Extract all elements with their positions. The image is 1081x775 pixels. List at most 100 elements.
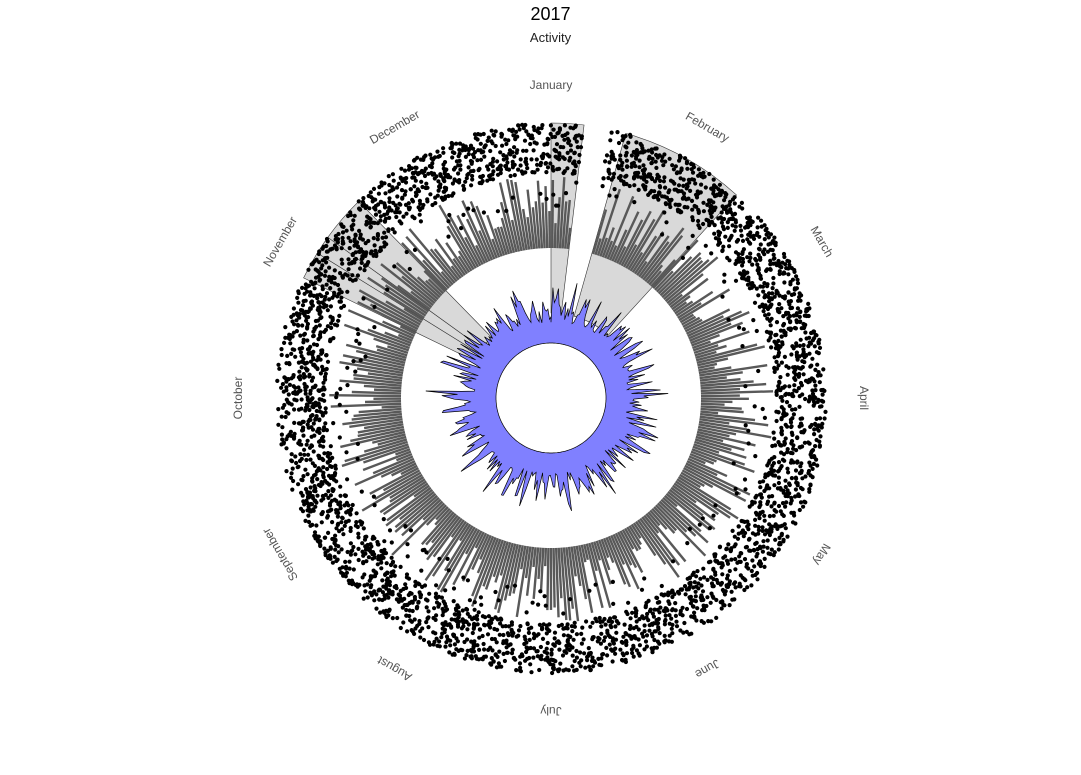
point-mark	[343, 559, 348, 565]
point-mark	[404, 211, 409, 216]
point-mark	[599, 631, 604, 636]
bar-mark	[364, 400, 402, 404]
point-mark	[620, 651, 625, 656]
point-mark	[728, 207, 733, 212]
point-mark	[391, 200, 396, 205]
bar-mark	[699, 363, 768, 377]
point-mark	[434, 583, 439, 588]
point-mark	[574, 648, 579, 654]
point-mark	[808, 364, 813, 369]
point-mark	[636, 651, 641, 656]
point-mark	[655, 595, 660, 601]
bar-mark	[496, 226, 508, 256]
point-mark	[292, 389, 298, 395]
bar-mark	[413, 484, 430, 498]
point-mark	[798, 445, 803, 450]
point-mark	[362, 268, 367, 273]
point-mark	[668, 204, 673, 210]
bar-mark	[688, 455, 706, 465]
point-mark	[296, 300, 301, 305]
point-mark	[337, 435, 342, 440]
point-mark	[540, 625, 545, 630]
point-mark	[725, 576, 730, 581]
bar-mark	[425, 511, 455, 546]
point-mark	[373, 570, 378, 575]
point-mark	[543, 657, 548, 662]
point-mark	[579, 641, 585, 646]
point-mark	[793, 468, 799, 473]
point-mark	[445, 556, 450, 562]
point-mark	[770, 443, 775, 449]
point-mark	[650, 650, 655, 655]
bar-mark	[379, 480, 427, 514]
area-series	[425, 283, 669, 512]
point-mark	[444, 186, 449, 191]
point-mark	[790, 391, 795, 397]
point-mark	[806, 301, 811, 306]
point-mark	[701, 221, 706, 227]
point-mark	[382, 230, 387, 235]
point-mark	[580, 625, 585, 630]
point-mark	[793, 494, 798, 499]
point-mark	[815, 373, 821, 378]
bar-mark	[526, 189, 536, 250]
point-mark	[820, 399, 826, 404]
point-mark	[276, 422, 281, 427]
point-mark	[308, 388, 313, 393]
point-mark	[355, 327, 360, 332]
point-mark	[316, 269, 321, 274]
point-mark	[565, 131, 570, 136]
point-mark	[634, 619, 639, 624]
point-mark	[382, 593, 387, 598]
bar-mark	[700, 377, 741, 385]
point-mark	[441, 189, 446, 194]
point-mark	[357, 206, 362, 211]
point-mark	[311, 293, 316, 298]
point-mark	[418, 219, 423, 224]
point-mark	[754, 328, 759, 334]
point-mark	[342, 493, 347, 498]
bar-mark	[534, 201, 541, 249]
bar-mark	[452, 530, 483, 586]
point-mark	[778, 542, 783, 547]
point-mark	[330, 560, 335, 565]
bar-mark	[356, 367, 403, 377]
bar-mark	[692, 445, 746, 466]
point-mark	[312, 530, 318, 535]
point-mark	[324, 243, 329, 249]
point-mark	[649, 160, 655, 165]
bar-mark	[369, 303, 419, 331]
point-mark	[530, 136, 535, 141]
point-mark	[797, 394, 802, 399]
point-mark	[737, 325, 742, 330]
bar-mark	[604, 240, 614, 259]
bar-mark	[435, 506, 449, 521]
chart-subtitle: Activity	[529, 30, 572, 45]
bar-mark	[622, 244, 638, 268]
point-mark	[392, 264, 397, 269]
point-mark	[447, 212, 452, 218]
point-mark	[607, 171, 612, 176]
point-mark	[518, 157, 523, 162]
point-mark	[739, 233, 744, 238]
point-mark	[711, 584, 716, 589]
bar-mark	[562, 547, 572, 621]
point-mark	[358, 247, 364, 252]
point-mark	[504, 154, 509, 159]
point-mark	[323, 406, 328, 411]
bar-mark	[354, 457, 415, 487]
point-mark	[523, 170, 528, 175]
point-mark	[404, 176, 409, 181]
point-mark	[783, 392, 788, 397]
point-mark	[756, 368, 761, 374]
point-mark	[530, 600, 535, 605]
point-mark	[412, 247, 418, 252]
point-mark	[805, 308, 810, 313]
point-mark	[711, 185, 716, 190]
point-mark	[740, 344, 745, 349]
bar-mark	[655, 256, 693, 293]
point-mark	[463, 154, 468, 159]
point-mark	[508, 173, 513, 179]
point-mark	[781, 407, 786, 412]
bar-mark	[667, 490, 716, 531]
